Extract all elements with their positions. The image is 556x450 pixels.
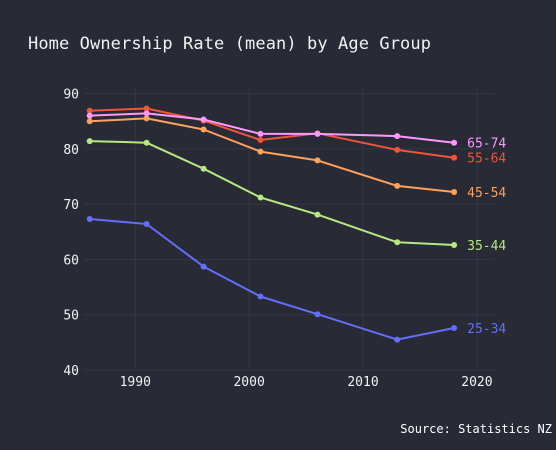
data-point (257, 137, 264, 143)
data-point (200, 116, 207, 123)
data-point (394, 133, 401, 140)
series-45-54 (86, 115, 458, 195)
data-point (394, 146, 401, 153)
series-line-35-44 (89, 140, 455, 246)
data-point (143, 105, 150, 112)
data-point (257, 130, 264, 137)
data-point (451, 325, 458, 331)
series-label-45-54: 45-54 (467, 186, 506, 201)
data-point (314, 211, 321, 218)
data-point (314, 311, 321, 318)
y-tick-label: 80 (63, 143, 79, 158)
y-tick-label: 70 (63, 198, 79, 213)
y-tick-label: 50 (63, 309, 79, 324)
data-point (314, 157, 321, 164)
data-point (86, 107, 93, 114)
data-point (314, 130, 321, 137)
data-point (257, 148, 264, 155)
data-point (143, 110, 150, 117)
data-point (200, 126, 207, 133)
chart-title: Home Ownership Rate (mean) by Age Group (28, 34, 432, 54)
y-tick-label: 60 (63, 253, 79, 268)
data-point (200, 263, 207, 270)
grid (84, 88, 494, 371)
series-label-25-34: 25-34 (467, 322, 506, 337)
x-tick-label: 2010 (347, 375, 378, 390)
data-point (257, 194, 264, 201)
data-point (143, 139, 150, 146)
axis-labels: 40 50 60 70 80 90 1990 2000 2010 2020 (63, 88, 492, 390)
data-point (86, 138, 93, 145)
data-point (257, 293, 264, 300)
y-tick-label: 90 (63, 88, 79, 103)
data-point (86, 112, 93, 119)
data-point (451, 242, 458, 248)
data-point (394, 182, 401, 189)
data-point (200, 165, 207, 172)
data-point (394, 336, 401, 343)
data-point (143, 115, 150, 122)
data-point (451, 154, 458, 161)
data-point (451, 189, 458, 195)
series-line-45-54 (89, 117, 455, 193)
series-lines (86, 105, 458, 343)
x-tick-label: 2000 (233, 375, 264, 390)
data-point (143, 221, 150, 227)
series-label-65-74: 65-74 (467, 137, 506, 152)
series-label-35-44: 35-44 (467, 239, 506, 254)
series-35-44 (86, 138, 458, 248)
y-tick-label: 40 (63, 364, 79, 379)
data-point (86, 216, 93, 222)
series-label-55-64: 55-64 (467, 152, 506, 167)
series-line-25-34 (89, 218, 455, 341)
source-note: Source: Statistics NZ (400, 422, 552, 436)
data-point (394, 239, 401, 246)
x-tick-label: 1990 (120, 375, 151, 390)
x-tick-label: 2020 (461, 375, 492, 390)
data-point (451, 139, 458, 146)
data-point (86, 118, 93, 125)
series-65-74 (86, 110, 458, 146)
series-25-34 (86, 216, 458, 343)
